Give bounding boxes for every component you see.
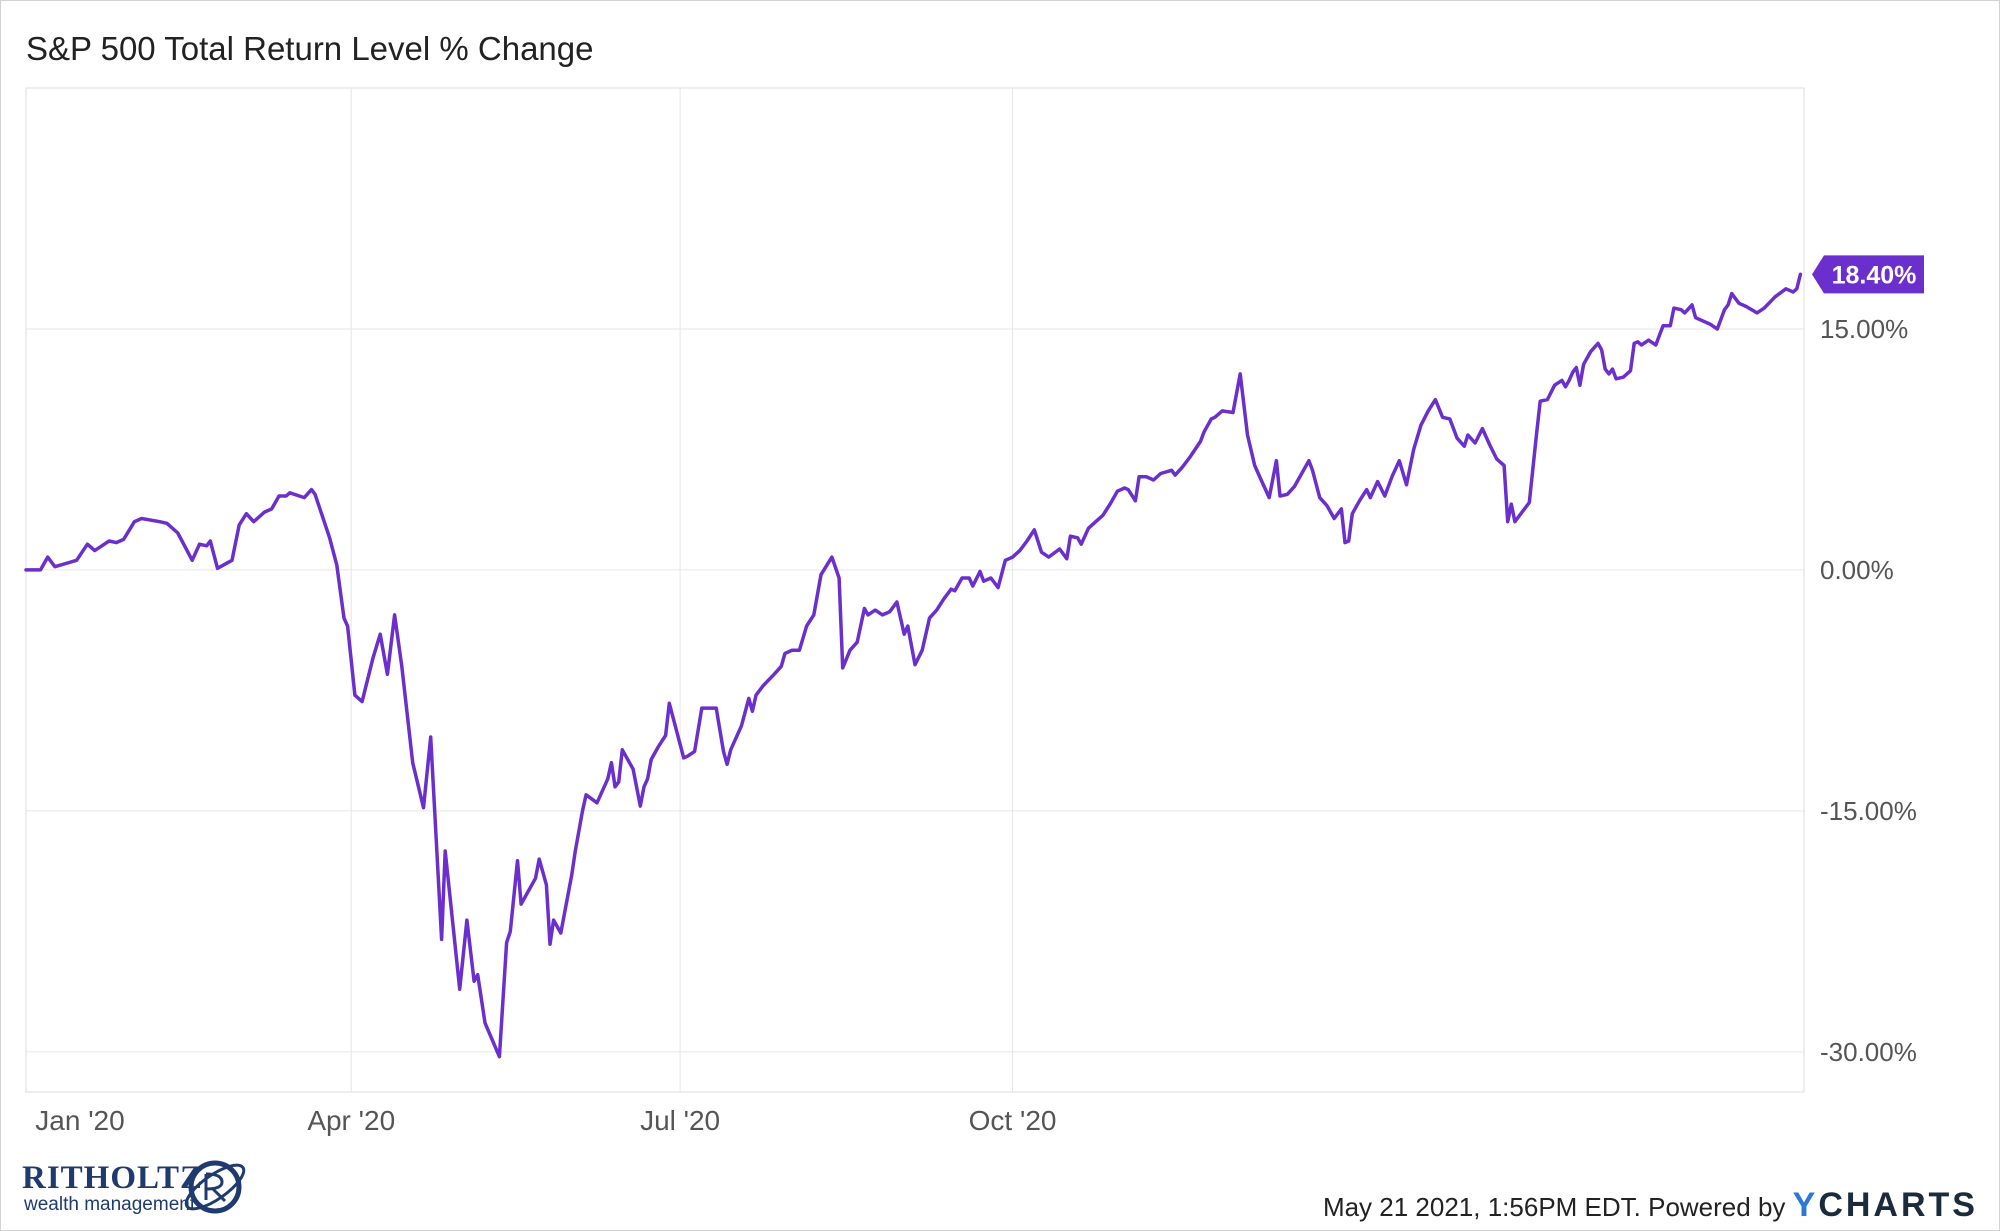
x-tick-label: Apr '20 [307,1105,395,1136]
series-line [24,272,1803,1059]
logo-subtitle: wealth management [24,1194,196,1215]
gridlines [26,88,1804,1092]
y-tick-label: 15.00% [1820,314,1908,344]
ycharts-logo-text: CHARTS [1818,1186,1978,1224]
y-axis-ticks: -30.00% -15.00% 0.00% 15.00% [1820,314,1917,1067]
ritholtz-logo: RITHOLTZ wealth management [22,1152,252,1222]
x-tick-label: Jan '20 [35,1105,124,1136]
last-value-flag [1812,255,1924,294]
plot-area-border [25,87,1805,1093]
last-value-label: 18.40% [1832,261,1917,289]
y-tick-label: -30.00% [1820,1037,1917,1067]
y-tick-label: -15.00% [1820,796,1917,826]
footer-timestamp: May 21 2021, 1:56PM EDT. Powered by [1322,1192,1793,1222]
series-layer [24,272,1803,1059]
ycharts-logo: YCHARTS [1793,1186,1978,1224]
logo-name: RITHOLTZ [22,1160,204,1196]
footer: May 21 2021, 1:56PM EDT. Powered by YCHA… [1323,1186,1978,1225]
x-axis-ticks: Jan '20 Apr '20 Jul '20 Oct '20 [35,1105,1056,1136]
x-tick-label: Jul '20 [640,1105,720,1136]
y-tick-label: 0.00% [1820,555,1894,585]
x-tick-label: Oct '20 [969,1105,1057,1136]
globe-monogram-icon [184,1160,246,1214]
chart-title: S&P 500 Total Return Level % Change [26,30,594,67]
last-value-marker: 18.40% [1812,255,1924,294]
ycharts-logo-y: Y [1792,1186,1819,1224]
